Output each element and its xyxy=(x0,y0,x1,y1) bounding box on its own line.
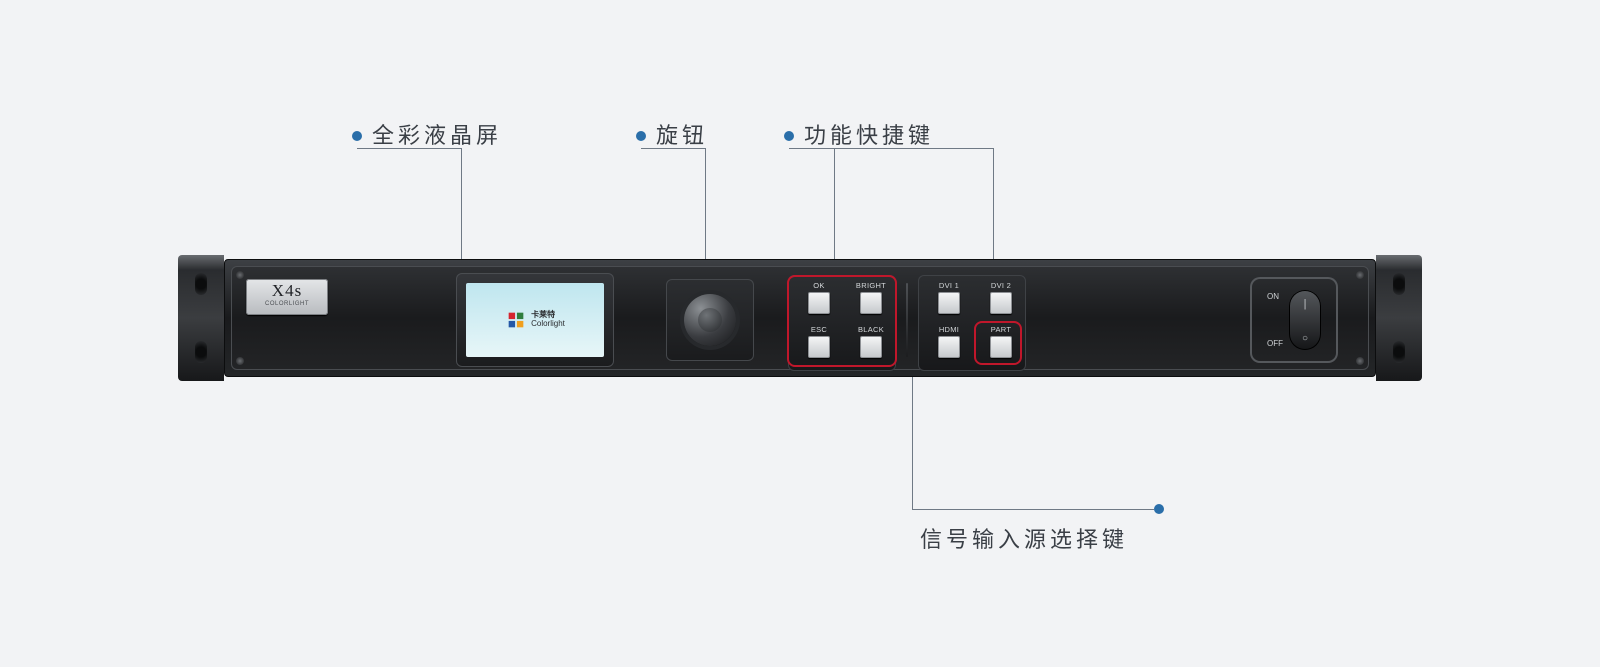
bright-button[interactable] xyxy=(860,292,882,314)
lcd-logo-text-en: Colorlight xyxy=(531,320,565,329)
dvi1-button[interactable] xyxy=(938,292,960,314)
button-group-functions: OK BRIGHT ESC BLACK xyxy=(788,275,896,371)
front-panel: X4s COLORLIGHT 卡莱特 Colo xyxy=(231,266,1369,370)
btn-label-esc: ESC xyxy=(796,325,842,334)
btn-label-part: PART xyxy=(978,325,1024,334)
rotary-knob[interactable] xyxy=(684,294,736,346)
callout-label-knob: 旋钮 xyxy=(656,118,708,150)
hdmi-button[interactable] xyxy=(938,336,960,358)
callout-dot-func xyxy=(784,131,794,141)
callout-line-signal-h xyxy=(912,509,1154,510)
lcd-frame: 卡莱特 Colorlight xyxy=(456,273,614,367)
colorlight-logo-icon xyxy=(505,309,527,331)
callout-line-func-top xyxy=(789,148,993,149)
lcd-screen: 卡莱特 Colorlight xyxy=(466,283,604,357)
callout-label-func: 功能快捷键 xyxy=(804,118,934,150)
button-group-signals: DVI 1 DVI 2 HDMI PART xyxy=(918,275,1026,371)
brand-sub-label: COLORLIGHT xyxy=(246,301,328,307)
callout-line-lcd-h xyxy=(357,148,461,149)
lcd-logo: 卡莱特 Colorlight xyxy=(505,309,565,331)
btn-label-bright: BRIGHT xyxy=(848,281,894,290)
callout-dot-lcd xyxy=(352,131,362,141)
device-chassis: X4s COLORLIGHT 卡莱特 Colo xyxy=(178,255,1422,381)
ok-button[interactable] xyxy=(808,292,830,314)
black-button[interactable] xyxy=(860,336,882,358)
callout-line-knob xyxy=(705,148,706,270)
btn-label-dvi2: DVI 2 xyxy=(978,281,1024,290)
brand-plate: X4s COLORLIGHT xyxy=(246,279,328,315)
btn-label-black: BLACK xyxy=(848,325,894,334)
knob-plate xyxy=(666,279,754,361)
callout-line-knob-h xyxy=(641,148,705,149)
panel-divider xyxy=(906,283,908,357)
rack-ear-left xyxy=(178,255,224,381)
power-on-label: ON xyxy=(1267,292,1283,301)
callout-label-lcd: 全彩液晶屏 xyxy=(372,118,502,150)
esc-button[interactable] xyxy=(808,336,830,358)
btn-label-ok: OK xyxy=(796,281,842,290)
rack-ear-right xyxy=(1376,255,1422,381)
screw-icon xyxy=(1356,357,1364,365)
screw-icon xyxy=(236,271,244,279)
screw-icon xyxy=(1356,271,1364,279)
callout-line-lcd xyxy=(461,148,462,270)
power-switch-frame: ON OFF xyxy=(1250,277,1338,363)
callout-dot-knob xyxy=(636,131,646,141)
callout-line-func-v1 xyxy=(834,148,835,270)
btn-label-dvi1: DVI 1 xyxy=(926,281,972,290)
dvi2-button[interactable] xyxy=(990,292,1012,314)
callout-dot-signal xyxy=(1154,504,1164,514)
power-off-label: OFF xyxy=(1267,339,1283,348)
btn-label-hdmi: HDMI xyxy=(926,325,972,334)
part-button[interactable] xyxy=(990,336,1012,358)
callout-label-signal: 信号输入源选择键 xyxy=(920,522,1128,554)
power-rocker-switch[interactable] xyxy=(1289,290,1321,350)
screw-icon xyxy=(236,357,244,365)
callout-line-signal-v xyxy=(912,375,913,509)
model-label: X4s xyxy=(246,281,328,301)
